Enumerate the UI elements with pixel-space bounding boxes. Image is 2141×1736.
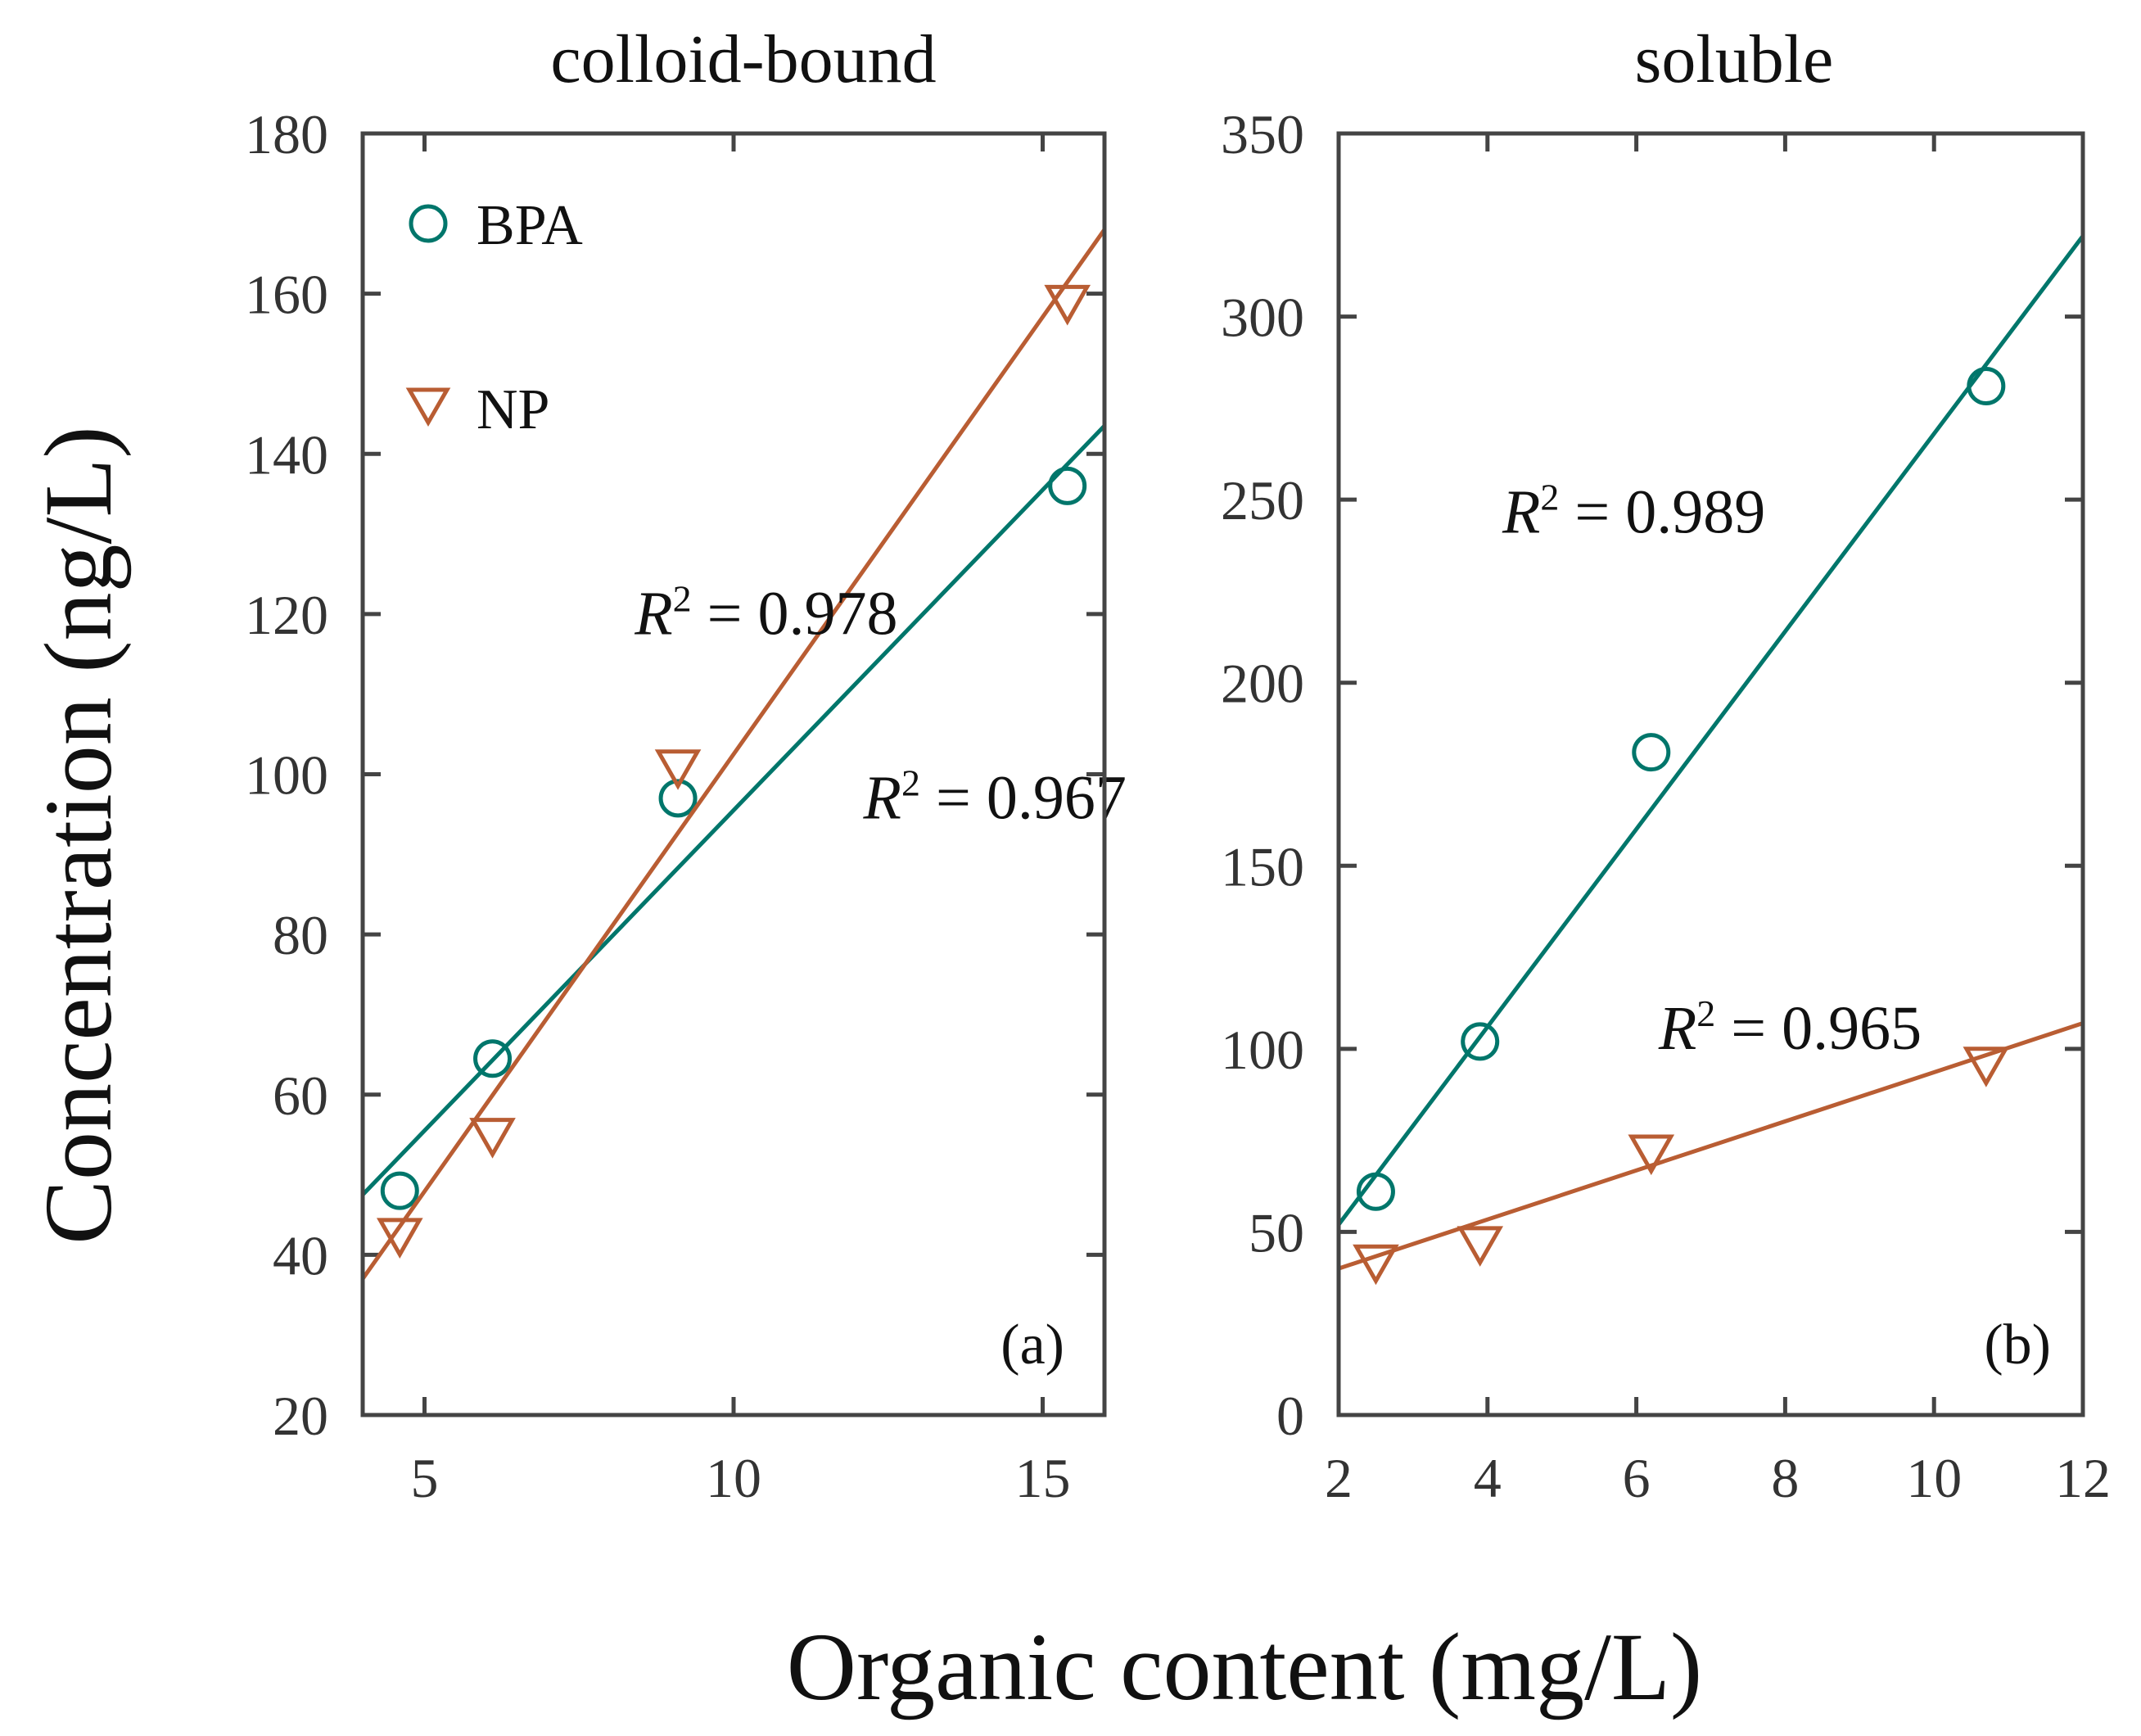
y-tick-label: 150	[1221, 835, 1304, 897]
data-point-np	[654, 749, 702, 790]
data-point-np	[1457, 1226, 1504, 1267]
y-tick-label: 250	[1221, 469, 1304, 531]
data-point-np	[469, 1118, 516, 1159]
y-tick-label: 180	[245, 103, 328, 165]
legend: BPA NP	[405, 194, 583, 441]
x-tick-label: 10	[1906, 1447, 1962, 1509]
fit-line-bpa	[363, 424, 1104, 1196]
plot-area: 5 10 15 20 40 60 80 100 120 140 160 180 R2 = 0.967 R2…	[245, 103, 1127, 1509]
r-squared-label-bpa: R2 = 0.989	[1502, 476, 1765, 546]
data-point-bpa	[1356, 1172, 1395, 1211]
y-tick-label: 140	[245, 423, 328, 486]
plot-area: 2 4 6 8 10 12 0 50 100 150 200 250 300 350 R2 = 0.989 R…	[1221, 103, 2111, 1509]
legend-np-marker	[405, 387, 451, 427]
r-squared-label-bpa: R2 = 0.967	[863, 762, 1127, 832]
y-tick-label: 0	[1276, 1385, 1304, 1447]
legend-np-label: NP	[477, 378, 549, 441]
data-point-np	[1353, 1244, 1399, 1286]
y-tick-label: 350	[1221, 103, 1304, 165]
y-tick-label: 120	[245, 584, 328, 646]
data-point-bpa	[1461, 1022, 1500, 1061]
legend-bpa-marker	[409, 204, 448, 243]
data-point-bpa	[658, 779, 698, 818]
x-tick-label: 2	[1325, 1447, 1353, 1509]
fit-line-np	[363, 228, 1104, 1281]
y-tick-label: 100	[1221, 1019, 1304, 1081]
y-tick-label: 300	[1221, 287, 1304, 349]
panel-title: colloid-bound	[550, 21, 936, 97]
x-tick-label: 4	[1474, 1447, 1502, 1509]
y-tick-label: 60	[273, 1065, 328, 1127]
r-squared-label-np: R2 = 0.978	[634, 577, 897, 648]
fit-line-bpa	[1339, 234, 2083, 1226]
y-tick-label: 20	[273, 1385, 328, 1447]
x-axis-label: Organic content (mg/L)	[787, 1613, 1702, 1720]
panel-tag: (b)	[1984, 1313, 2051, 1377]
panel-colloid-bound: colloid-bound 5 10 15 20 40 60 80 100 120 140 160 1…	[245, 21, 1127, 1509]
data-point-bpa	[1048, 466, 1087, 505]
data-point-bpa	[1632, 733, 1671, 772]
panel-tag: (a)	[1000, 1313, 1064, 1377]
x-tick-label: 10	[706, 1447, 761, 1509]
y-tick-label: 50	[1249, 1201, 1304, 1264]
panel-title: soluble	[1635, 21, 1834, 97]
y-tick-label: 100	[245, 744, 328, 807]
y-tick-label: 200	[1221, 653, 1304, 715]
x-tick-label: 5	[411, 1447, 439, 1509]
x-tick-label: 6	[1623, 1447, 1651, 1509]
legend-bpa-label: BPA	[477, 194, 583, 257]
panel-soluble: soluble 2 4 6 8 10 12 0 50 100 150 200 250 300 350 R2 …	[1221, 21, 2111, 1509]
y-axis-label: Concentration (ng/L)	[25, 426, 132, 1244]
y-tick-label: 40	[273, 1224, 328, 1286]
r-squared-label-np: R2 = 0.965	[1658, 992, 1922, 1063]
y-tick-label: 160	[245, 264, 328, 326]
data-point-bpa	[380, 1171, 419, 1210]
data-point-np	[376, 1218, 423, 1259]
axes-frame	[1336, 131, 2085, 1417]
data-point-np	[1963, 1047, 2010, 1087]
axes-frame	[360, 131, 1107, 1417]
x-tick-label: 8	[1771, 1447, 1799, 1509]
data-point-bpa	[473, 1039, 513, 1078]
x-tick-label: 15	[1015, 1447, 1071, 1509]
data-point-np	[1044, 284, 1091, 326]
y-tick-label: 80	[273, 904, 328, 966]
data-point-np	[1628, 1134, 1675, 1176]
x-tick-label: 12	[2055, 1447, 2111, 1509]
data-point-bpa	[1967, 367, 2006, 406]
